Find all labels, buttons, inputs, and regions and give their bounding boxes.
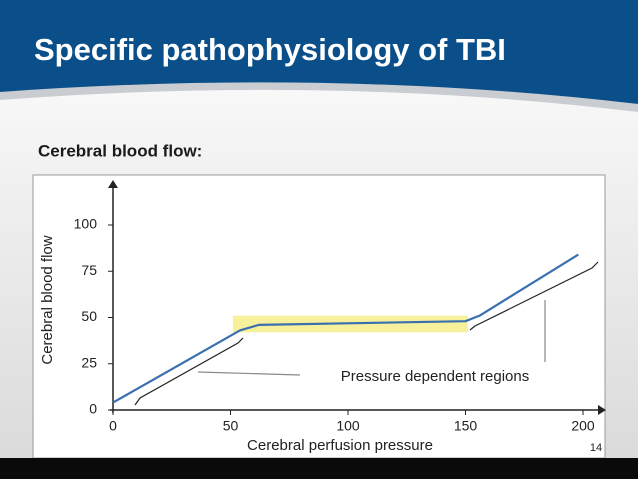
annotation: Pressure dependent regions (341, 368, 529, 385)
x-axis-arrow (598, 405, 606, 415)
footer-bar (0, 458, 638, 479)
bracket-left (134, 337, 244, 406)
y-axis-label: Cerebral blood flow (39, 235, 56, 364)
y-tick-label: 75 (81, 262, 97, 278)
y-tick-label: 50 (81, 308, 97, 324)
x-tick-label: 200 (571, 418, 595, 434)
header-band (0, 0, 638, 104)
slide-subtitle: Cerebral blood flow: (38, 141, 202, 160)
y-tick-label: 25 (81, 354, 97, 370)
y-tick-label: 0 (89, 401, 97, 417)
x-axis-label: Cerebral perfusion pressure (247, 437, 433, 454)
y-tick-label: 100 (74, 216, 98, 232)
page-number-box (584, 438, 604, 456)
x-tick-label: 150 (454, 418, 478, 434)
bracket-right (469, 261, 599, 331)
plot: Pressure dependent regions Cerebral perf… (39, 180, 606, 454)
page-number: 14 (590, 442, 602, 454)
leader-left (197, 371, 301, 376)
x-tick-label: 50 (223, 418, 239, 434)
y-axis-arrow (108, 180, 118, 188)
x-tick-label: 100 (336, 418, 360, 434)
data-line (112, 253, 579, 404)
slide-title: Specific pathophysiology of TBI (34, 32, 506, 67)
x-tick-label: 0 (109, 418, 117, 434)
